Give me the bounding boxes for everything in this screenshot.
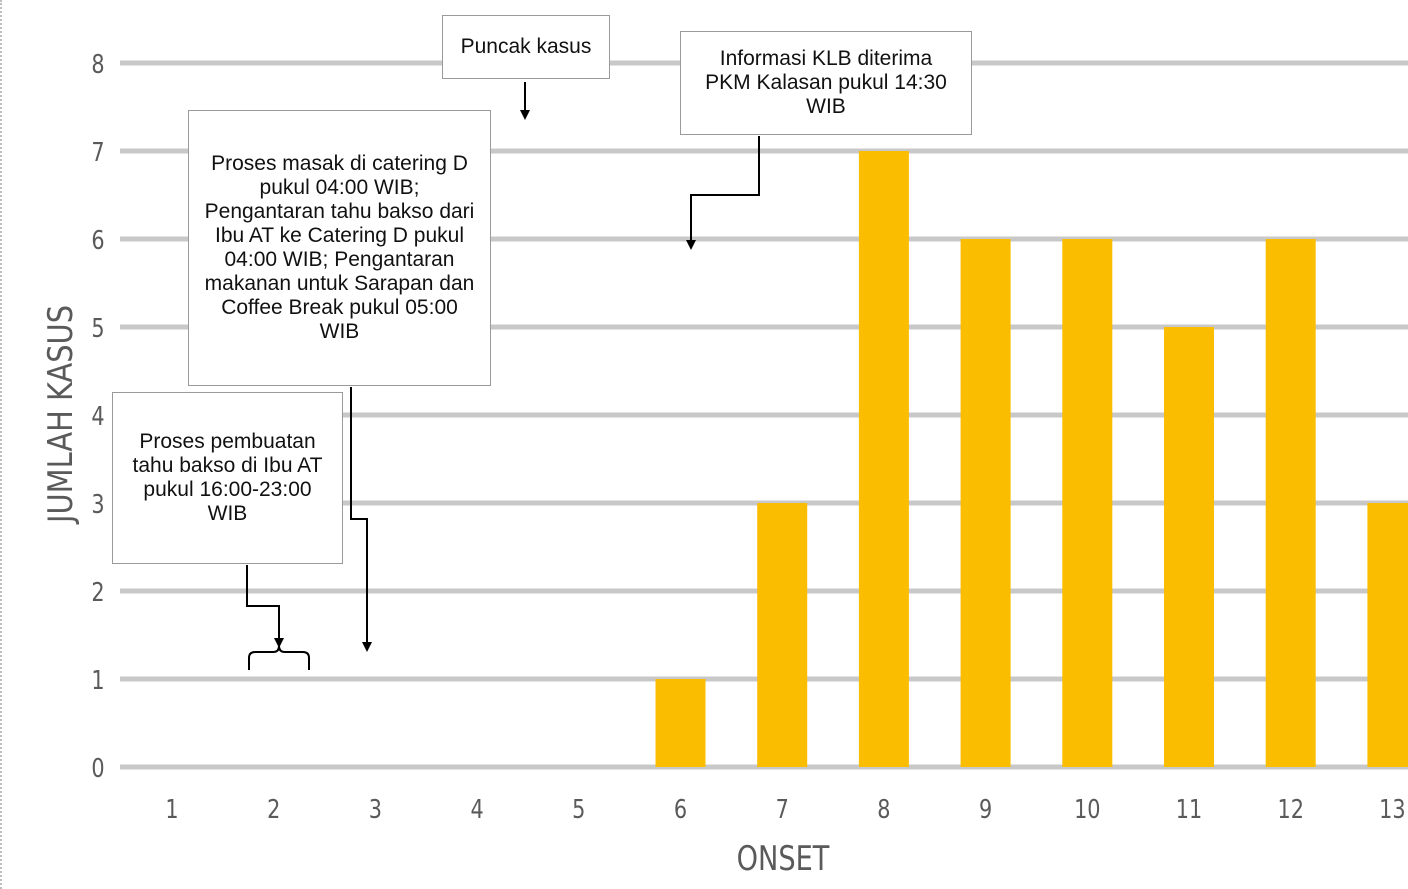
- x-tick-label: 5: [572, 794, 585, 825]
- bar-onset-8: [858, 151, 909, 767]
- x-tick-label: 7: [776, 794, 789, 825]
- connector-masak: [350, 387, 368, 644]
- arrowhead-pembuatan: [274, 638, 284, 648]
- x-tick-label: 1: [165, 794, 178, 825]
- annotation-proses-masak: Proses masak di catering D pukul 04:00 W…: [188, 110, 491, 386]
- x-tick-label: 2: [267, 794, 280, 825]
- x-tick-label: 3: [369, 794, 382, 825]
- x-tick-label: 10: [1074, 794, 1100, 825]
- x-tick-label: 12: [1277, 794, 1303, 825]
- x-tick-label: 9: [979, 794, 992, 825]
- arrowhead-klb: [686, 240, 696, 250]
- y-tick-layer: 0 1 2 3 4 5 6 7 8: [91, 49, 104, 784]
- bar-layer: [655, 151, 1408, 767]
- x-axis-title: ONSET: [737, 839, 830, 879]
- bar-onset-12: [1265, 239, 1316, 767]
- y-tick-label: 2: [91, 577, 104, 608]
- page-left-border: [0, 0, 2, 889]
- x-tick-layer: 1 2 3 4 5 6 7 8 9 10 11 12 13: [165, 794, 1405, 825]
- y-tick-label: 1: [91, 665, 104, 696]
- annotation-informasi-klb: Informasi KLB diterima PKM Kalasan pukul…: [680, 31, 972, 135]
- y-tick-label: 8: [91, 49, 104, 80]
- y-tick-label: 6: [91, 225, 104, 256]
- y-tick-label: 0: [91, 753, 104, 784]
- annotation-puncak-kasus: Puncak kasus: [442, 15, 610, 79]
- annotation-proses-pembuatan: Proses pembuatan tahu bakso di Ibu AT pu…: [112, 392, 343, 564]
- x-tick-label: 6: [674, 794, 687, 825]
- y-tick-label: 4: [91, 401, 104, 432]
- arrowhead-puncak: [520, 110, 530, 120]
- bar-onset-13: [1367, 503, 1408, 767]
- x-tick-label: 13: [1379, 794, 1405, 825]
- x-tick-label: 4: [470, 794, 483, 825]
- connector-klb: [690, 136, 760, 242]
- annotation-arrowheads: [274, 110, 696, 652]
- bar-onset-11: [1164, 327, 1214, 767]
- connector-pembuatan: [246, 565, 280, 642]
- bracket-pembuatan: [248, 645, 310, 670]
- y-axis-title: JUMLAH KASUS: [42, 305, 81, 525]
- arrowhead-masak: [362, 642, 372, 652]
- y-tick-label: 3: [91, 489, 104, 520]
- x-tick-label: 11: [1176, 794, 1202, 825]
- bar-onset-10: [1062, 239, 1113, 767]
- bar-onset-6: [655, 679, 706, 767]
- y-tick-label: 7: [91, 137, 104, 168]
- bar-onset-9: [960, 239, 1011, 767]
- bar-onset-7: [757, 503, 808, 767]
- x-tick-label: 8: [877, 794, 890, 825]
- y-tick-label: 5: [91, 313, 104, 344]
